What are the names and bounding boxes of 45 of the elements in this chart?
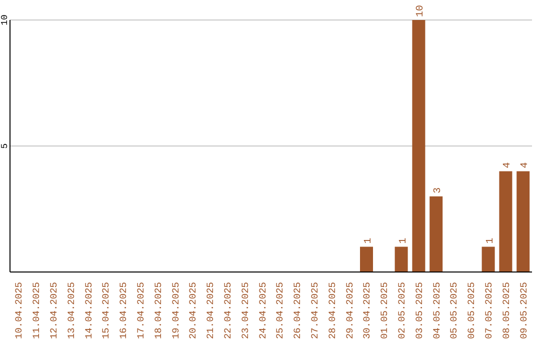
bar — [360, 246, 373, 272]
x-tick-label: 19.04.2025 — [170, 282, 182, 340]
x-tick-label: 07.05.2025 — [484, 282, 494, 340]
x-tick-label: 08.05.2025 — [500, 282, 512, 340]
x-tick-label: 03.05.2025 — [414, 282, 425, 340]
data-label: 1 — [398, 238, 410, 244]
x-tick-label: 02.05.2025 — [396, 282, 408, 340]
bar — [394, 246, 408, 272]
x-tick-label: 09.05.2025 — [518, 282, 530, 340]
x-tick-label: 24.04.2025 — [257, 282, 268, 340]
bar — [482, 246, 495, 272]
x-tick-label: 30.04.2025 — [362, 282, 373, 340]
x-tick-label: 17.04.2025 — [136, 282, 146, 340]
bar — [499, 171, 512, 272]
x-tick-label: 20.04.2025 — [188, 282, 199, 340]
y-tick-label: 5 — [0, 143, 10, 149]
x-tick-label: 27.04.2025 — [310, 282, 320, 340]
x-tick-label: 05.05.2025 — [448, 282, 460, 340]
x-tick-label: 01.05.2025 — [379, 282, 390, 340]
x-tick-label: 29.04.2025 — [344, 282, 356, 340]
x-tick-label: 16.04.2025 — [118, 282, 130, 340]
x-tick-label: 21.04.2025 — [205, 282, 216, 340]
x-tick-label: 13.04.2025 — [66, 282, 77, 340]
data-label: 4 — [502, 162, 514, 168]
data-label: 3 — [433, 187, 444, 194]
x-tick-label: 06.05.2025 — [466, 282, 478, 340]
x-tick-label: 12.04.2025 — [48, 282, 60, 340]
data-label: 1 — [364, 238, 374, 244]
x-tick-label: 11.04.2025 — [31, 282, 42, 340]
data-label: 4 — [520, 162, 532, 168]
x-tick-label: 14.04.2025 — [83, 282, 94, 340]
x-tick-label: 18.04.2025 — [152, 282, 164, 340]
x-tick-label: 22.04.2025 — [222, 282, 234, 340]
bar — [430, 196, 443, 272]
x-tick-label: 26.04.2025 — [292, 282, 304, 340]
x-tick-label: 15.04.2025 — [100, 282, 112, 340]
bar — [516, 171, 530, 272]
x-tick-label: 23.04.2025 — [240, 282, 251, 340]
bar — [412, 20, 426, 272]
x-tick-label: 28.04.2025 — [326, 282, 338, 340]
x-tick-label: 04.05.2025 — [431, 282, 442, 340]
data-label: 1 — [485, 238, 496, 244]
data-label: 10 — [416, 4, 427, 17]
x-tick-label: 10.04.2025 — [14, 282, 25, 340]
x-tick-label: 25.04.2025 — [274, 282, 286, 340]
